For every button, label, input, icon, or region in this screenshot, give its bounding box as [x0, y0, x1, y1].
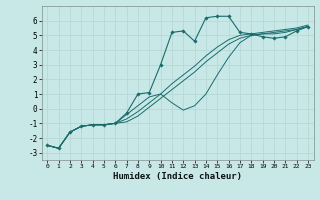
- X-axis label: Humidex (Indice chaleur): Humidex (Indice chaleur): [113, 172, 242, 181]
